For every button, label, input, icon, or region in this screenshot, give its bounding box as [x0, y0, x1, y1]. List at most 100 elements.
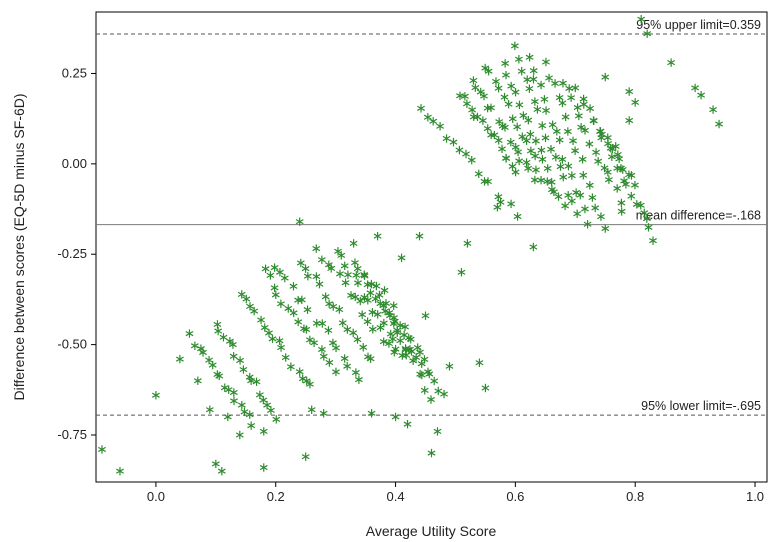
- scatter-point: [519, 111, 528, 120]
- scatter-point: [475, 358, 484, 367]
- scatter-point: [715, 119, 724, 129]
- scatter-point: [280, 273, 289, 283]
- scatter-point: [382, 299, 390, 308]
- scatter-point: [343, 362, 352, 371]
- scatter-point: [250, 306, 259, 316]
- scatter-point: [484, 67, 493, 76]
- scatter-point: [537, 176, 546, 185]
- scatter-point: [493, 203, 502, 212]
- scatter-point: [588, 193, 597, 202]
- reference-line-label: mean difference=-.168: [636, 209, 761, 223]
- y-tick-label: 0.00: [62, 156, 87, 171]
- scatter-point: [237, 400, 246, 410]
- scatter-point: [351, 292, 360, 302]
- scatter-point: [613, 184, 622, 193]
- scatter-point: [640, 208, 649, 218]
- scatter-point: [247, 421, 256, 430]
- scatter-point: [547, 177, 556, 187]
- scatter-point: [526, 146, 535, 156]
- scatter-point: [524, 164, 533, 173]
- reference-line-label: 95% upper limit=0.359: [636, 18, 761, 32]
- scatter-point: [390, 313, 398, 322]
- scatter-point: [380, 286, 389, 295]
- scatter-point: [257, 315, 266, 325]
- scatter-point: [372, 281, 381, 291]
- scatter-point: [271, 290, 280, 300]
- scatter-point: [524, 115, 533, 125]
- scatter-point: [552, 127, 561, 136]
- scatter-point: [289, 282, 298, 291]
- scatter-point: [286, 362, 295, 371]
- scatter-point: [500, 123, 509, 132]
- scatter-point: [319, 352, 328, 361]
- y-tick-label: -0.50: [57, 337, 87, 352]
- scatter-point: [363, 296, 372, 305]
- scatter-point: [627, 191, 636, 201]
- scatter-point: [517, 67, 526, 76]
- scatter-point: [542, 57, 550, 67]
- scatter-point: [205, 405, 214, 414]
- scatter-point: [396, 336, 405, 345]
- scatter-point: [185, 329, 194, 338]
- scatter-point: [501, 59, 510, 68]
- scatter-point: [259, 463, 268, 472]
- scatter-point: [627, 171, 636, 180]
- scatter-point: [581, 126, 589, 135]
- scatter-point: [375, 290, 384, 300]
- scatter-point: [352, 271, 361, 280]
- scatter-point: [642, 214, 651, 223]
- scatter-point: [449, 137, 458, 147]
- scatter-point: [578, 155, 587, 164]
- scatter-point: [429, 117, 438, 126]
- scatter-point: [507, 81, 516, 91]
- scatter-point: [481, 63, 490, 73]
- scatter-point: [518, 132, 527, 141]
- scatter-point: [548, 120, 557, 129]
- scatter-point: [504, 99, 513, 109]
- scatter-point: [261, 264, 270, 273]
- scatter-point: [336, 269, 344, 279]
- scatter-point: [98, 445, 106, 454]
- scatter-point: [366, 288, 375, 298]
- scatter-point: [297, 295, 306, 305]
- scatter-point: [457, 268, 466, 277]
- scatter-point: [469, 76, 478, 85]
- scatter-point: [515, 100, 524, 110]
- scatter-point: [242, 294, 251, 304]
- scatter-point: [116, 466, 124, 476]
- scatter-point: [558, 155, 567, 164]
- scatter-point: [487, 130, 496, 140]
- scatter-point: [367, 409, 376, 418]
- scatter-point: [490, 130, 499, 140]
- scatter-point: [468, 105, 477, 115]
- scatter-point: [379, 318, 388, 328]
- scatter-point: [343, 270, 352, 279]
- scatter-point: [569, 136, 577, 146]
- scatter-point: [235, 430, 244, 440]
- scatter-point: [358, 310, 367, 319]
- scatter-point: [576, 190, 585, 200]
- scatter-point: [442, 134, 451, 143]
- scatter-point: [617, 207, 626, 216]
- scatter-point: [559, 78, 567, 88]
- scatter-point: [416, 348, 424, 357]
- scatter-point: [367, 279, 376, 289]
- scatter-point: [615, 154, 624, 164]
- scatter-point: [217, 466, 226, 476]
- scatter-point: [537, 146, 546, 155]
- scatter-point: [709, 105, 718, 114]
- y-axis-label: Difference between scores (EQ-5D minus S…: [11, 93, 27, 400]
- scatter-point: [205, 355, 213, 365]
- scatter-point: [543, 164, 552, 173]
- scatter-point: [213, 320, 222, 329]
- scatter-point: [643, 29, 652, 38]
- scatter-point: [421, 311, 430, 320]
- scatter-point: [511, 167, 520, 177]
- scatter-point: [559, 172, 568, 182]
- scatter-point: [259, 427, 268, 436]
- scatter-point: [637, 15, 646, 24]
- plot-frame: [95, 11, 768, 483]
- scatter-point: [586, 104, 595, 113]
- scatter-point: [303, 305, 312, 314]
